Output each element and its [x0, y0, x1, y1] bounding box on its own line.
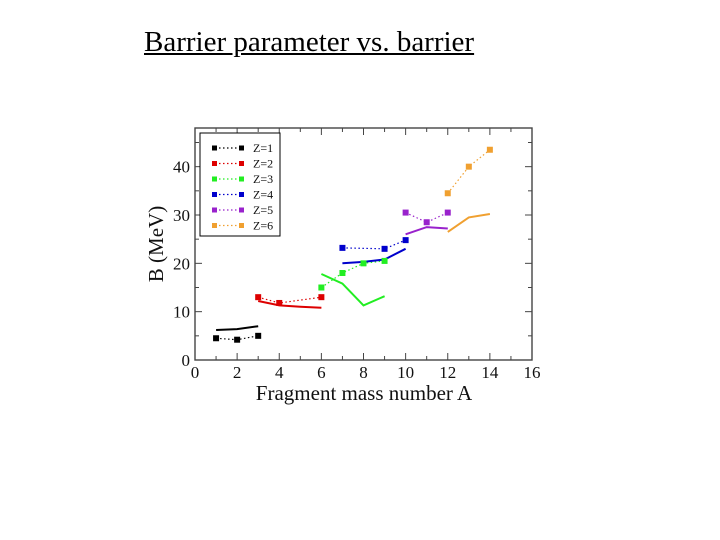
- point-z2: [276, 299, 283, 306]
- point-z5: [444, 209, 451, 216]
- legend-marker-z6: [239, 223, 244, 228]
- legend-label-z1: Z=1: [253, 141, 273, 155]
- legend-label-z5: Z=5: [253, 203, 273, 217]
- legend-label-z3: Z=3: [253, 172, 273, 186]
- x-tick-label: 14: [481, 363, 499, 382]
- point-z2: [318, 294, 325, 301]
- y-tick-label: 20: [173, 254, 190, 273]
- curve-z3: [320, 273, 385, 307]
- legend-marker-z5: [239, 207, 244, 213]
- legend-marker-z1: [239, 145, 244, 151]
- dotted-z4: [342, 239, 406, 250]
- dotted-z6: [447, 149, 491, 194]
- point-z3: [339, 270, 346, 276]
- legend-label-z4: Z=4: [253, 188, 273, 202]
- y-tick-label: 10: [173, 303, 190, 322]
- legend-marker-z2: [212, 161, 217, 166]
- point-z3: [381, 257, 388, 264]
- point-z6: [486, 146, 493, 153]
- axis-ticks: [194, 128, 533, 361]
- x-tick-label: 0: [191, 363, 200, 382]
- curve-z4: [342, 247, 407, 265]
- curve-z2: [257, 300, 322, 309]
- point-z4: [381, 245, 388, 252]
- curve-z5: [405, 226, 448, 236]
- point-z2: [255, 294, 262, 301]
- point-z6: [444, 190, 451, 197]
- point-z5: [423, 219, 430, 226]
- point-z1: [255, 332, 262, 339]
- legend-marker-z1: [212, 145, 217, 151]
- point-z1: [234, 336, 241, 343]
- legend-marker-z5: [212, 207, 217, 213]
- x-tick-label: 4: [275, 363, 284, 382]
- x-tick-label: 2: [233, 363, 242, 382]
- series-points: [213, 146, 493, 343]
- legend-label-z2: Z=2: [253, 157, 273, 171]
- legend-marker-z4: [239, 192, 244, 197]
- slide-title: Barrier parameter vs. barrier: [144, 26, 475, 58]
- legend-marker-z2: [239, 161, 244, 166]
- x-axis-label: Fragment mass number A: [256, 381, 473, 405]
- point-z6: [465, 163, 472, 170]
- legend-marker-z3: [212, 176, 217, 182]
- x-tick-label: 6: [317, 363, 326, 382]
- point-z5: [402, 209, 409, 216]
- dotted-z3: [321, 260, 385, 288]
- point-z4: [339, 244, 346, 251]
- legend-marker-z4: [212, 192, 217, 197]
- y-tick-label: 30: [173, 206, 190, 225]
- curve-z6: [447, 213, 491, 233]
- tick-labels: 0 2 4 6 8 10 12 14 16 0 10 20 30 40: [173, 158, 541, 382]
- series-curves: [216, 149, 491, 341]
- legend-marker-z6: [212, 223, 217, 228]
- point-z3: [318, 284, 325, 291]
- x-tick-label: 16: [524, 363, 541, 382]
- point-z4: [402, 237, 409, 244]
- x-tick-label: 10: [397, 363, 414, 382]
- x-tick-label: 8: [359, 363, 368, 382]
- y-tick-label: 40: [173, 158, 190, 177]
- legend-label-z6: Z=6: [253, 219, 273, 233]
- y-tick-label: 0: [182, 351, 191, 370]
- point-z1: [213, 335, 220, 342]
- curve-z1: [216, 325, 259, 331]
- legend-marker-z3: [239, 176, 244, 182]
- legend: Z=1 Z=2Z=3 Z=4Z=5 Z=6: [199, 132, 281, 237]
- y-axis-label: B (MeV): [144, 206, 168, 282]
- point-z3: [360, 260, 367, 267]
- x-tick-label: 12: [439, 363, 456, 382]
